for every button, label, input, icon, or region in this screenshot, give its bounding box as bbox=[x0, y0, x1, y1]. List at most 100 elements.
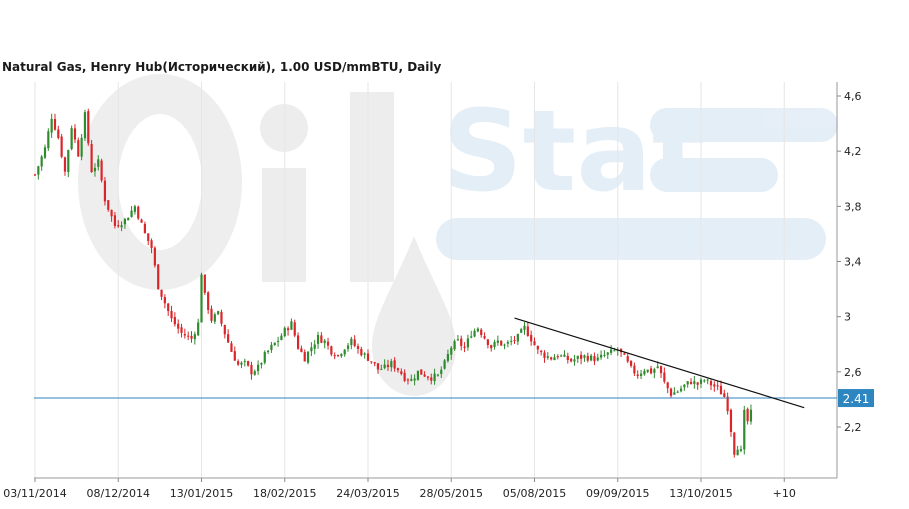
candle-body bbox=[426, 376, 430, 378]
candle-body bbox=[77, 140, 80, 157]
candle-body bbox=[293, 322, 296, 336]
candle-body bbox=[729, 409, 733, 432]
candle-body bbox=[626, 356, 629, 362]
x-tick-label: 09/09/2015 bbox=[586, 487, 649, 500]
candle-body bbox=[247, 361, 250, 366]
candle-body bbox=[476, 328, 479, 332]
y-tick-label: 3,8 bbox=[844, 200, 862, 213]
candle-body bbox=[523, 325, 526, 330]
candle-body bbox=[576, 355, 579, 359]
x-tick-label: 03/11/2014 bbox=[3, 487, 66, 500]
candle-body bbox=[403, 372, 406, 381]
candle-body bbox=[223, 324, 226, 335]
candle-body bbox=[353, 339, 356, 346]
candle-body bbox=[323, 340, 326, 344]
chart-title: Natural Gas, Henry Hub(Исторический), 1.… bbox=[2, 60, 442, 74]
candle-body bbox=[629, 360, 633, 366]
candle-body bbox=[749, 409, 753, 422]
candle-body bbox=[213, 314, 216, 322]
candle-body bbox=[573, 359, 576, 362]
candle-body bbox=[140, 219, 143, 223]
candle-body bbox=[396, 368, 400, 371]
candle-body bbox=[646, 369, 649, 372]
candle-body bbox=[580, 354, 583, 359]
candle-body bbox=[290, 321, 293, 330]
candle-body bbox=[363, 353, 366, 355]
candle-body bbox=[436, 374, 440, 376]
candle-body bbox=[410, 379, 413, 381]
y-tick-label: 2,2 bbox=[844, 421, 862, 434]
trendline bbox=[514, 317, 805, 409]
candle-body bbox=[340, 354, 343, 357]
candle-body bbox=[666, 382, 669, 389]
candle-body bbox=[600, 354, 603, 358]
candle-body bbox=[606, 352, 609, 355]
candle-body bbox=[420, 369, 423, 375]
x-tick-label: 05/08/2015 bbox=[503, 487, 566, 500]
candle-body bbox=[40, 156, 43, 167]
candle-body bbox=[400, 371, 403, 375]
x-tick-label: 24/03/2015 bbox=[336, 487, 399, 500]
candle-body bbox=[73, 128, 77, 140]
x-tick-label: 13/10/2015 bbox=[669, 487, 732, 500]
candle-body bbox=[450, 347, 453, 355]
candle-body bbox=[173, 317, 176, 325]
candle-body bbox=[360, 348, 363, 356]
x-tick-label: 18/02/2015 bbox=[253, 487, 316, 500]
candle-body bbox=[217, 311, 220, 315]
candle-body bbox=[366, 353, 370, 361]
candle-body bbox=[663, 372, 666, 382]
candle-body bbox=[483, 335, 486, 339]
candle-body bbox=[336, 355, 340, 357]
candle-body bbox=[656, 366, 659, 368]
candle-body bbox=[470, 336, 473, 338]
candle-body bbox=[699, 379, 703, 384]
candle-body bbox=[273, 342, 276, 346]
candle-body bbox=[490, 345, 493, 349]
candle-body bbox=[356, 346, 360, 349]
candle-body bbox=[233, 351, 236, 361]
candle-body bbox=[276, 340, 280, 342]
candle-body bbox=[446, 354, 450, 361]
candle-body bbox=[80, 137, 83, 157]
candle-body bbox=[393, 360, 396, 369]
candle-body bbox=[200, 274, 203, 323]
candle-body bbox=[123, 219, 127, 225]
candle-body bbox=[716, 385, 719, 387]
candle-body bbox=[543, 352, 546, 358]
candle-body bbox=[143, 223, 146, 234]
candle-body bbox=[513, 339, 516, 341]
candle-body bbox=[463, 346, 466, 348]
candle-body bbox=[87, 111, 90, 144]
current-price-tag bbox=[838, 389, 874, 408]
candle-body bbox=[380, 368, 383, 370]
candle-body bbox=[649, 368, 653, 374]
candle-body bbox=[416, 370, 420, 380]
candle-body bbox=[713, 384, 716, 387]
candle-body bbox=[560, 355, 563, 357]
candle-body bbox=[243, 360, 246, 362]
candle-body bbox=[180, 327, 183, 333]
candle-body bbox=[636, 374, 639, 377]
candle-body bbox=[33, 174, 37, 176]
candle-body bbox=[709, 380, 713, 386]
y-tick-label: 3 bbox=[844, 311, 851, 324]
candle-body bbox=[193, 334, 196, 340]
candle-body bbox=[553, 357, 556, 361]
candle-body bbox=[430, 377, 433, 381]
candle-body bbox=[493, 341, 496, 348]
candle-body bbox=[90, 143, 93, 173]
candle-body bbox=[693, 381, 696, 384]
candle-body bbox=[177, 323, 180, 329]
candle-body bbox=[706, 379, 709, 381]
candle-body bbox=[746, 408, 749, 422]
candle-body bbox=[227, 334, 230, 343]
candle-body bbox=[57, 129, 60, 138]
candle-body bbox=[583, 355, 586, 358]
candle-body bbox=[743, 409, 746, 450]
candle-body bbox=[696, 382, 699, 385]
candle-body bbox=[63, 157, 67, 172]
candle-body bbox=[689, 381, 693, 384]
candle-body bbox=[117, 225, 120, 227]
